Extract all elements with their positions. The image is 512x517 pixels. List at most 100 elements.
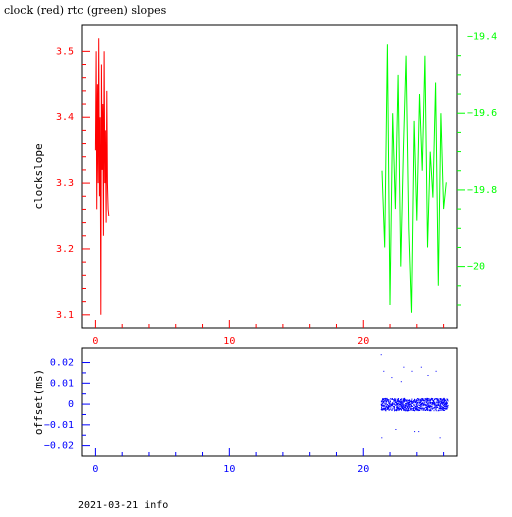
offset-point xyxy=(393,406,395,408)
offset-point xyxy=(396,403,398,405)
offset-point xyxy=(432,400,434,402)
offset-point xyxy=(427,401,429,403)
offset-point xyxy=(413,401,414,403)
offset-point xyxy=(418,403,420,405)
offset-point xyxy=(440,407,442,409)
offset-point xyxy=(389,405,390,407)
offset-point xyxy=(404,408,406,410)
offset-point xyxy=(394,399,396,401)
offset-point xyxy=(398,407,400,409)
offset-point xyxy=(390,406,392,408)
offset-point xyxy=(415,399,417,401)
offset-point xyxy=(399,408,401,410)
offset-point xyxy=(429,398,431,400)
offset-point xyxy=(385,400,387,401)
offset-point xyxy=(416,398,418,399)
offset-point xyxy=(429,402,431,404)
offset-point xyxy=(440,401,442,403)
offset-point xyxy=(441,398,442,400)
offset-point xyxy=(441,402,443,404)
offset-point xyxy=(414,408,416,410)
offset-point xyxy=(401,409,402,411)
offset-point xyxy=(439,400,441,402)
offset-point xyxy=(384,401,386,402)
offset-point xyxy=(397,404,399,405)
offset-point xyxy=(390,408,392,410)
offset-point xyxy=(407,410,409,412)
offset-point xyxy=(406,409,408,411)
rtc-slope-line xyxy=(381,44,447,313)
offset-point xyxy=(383,404,385,406)
offset-point xyxy=(428,410,430,412)
offset-point xyxy=(402,405,404,407)
offset-point xyxy=(446,402,448,404)
offset-point xyxy=(426,397,428,399)
offset-point xyxy=(388,409,390,411)
offset-point xyxy=(413,409,415,411)
offset-point xyxy=(401,406,403,408)
offset-point xyxy=(412,401,414,403)
offset-point xyxy=(406,407,408,409)
offset-point xyxy=(417,409,419,411)
offset-point xyxy=(431,402,433,404)
offset-point xyxy=(431,407,433,409)
offset-point xyxy=(430,402,432,403)
offset-point xyxy=(426,408,428,410)
offset-point xyxy=(434,408,436,410)
offset-point xyxy=(392,408,394,410)
offset-point xyxy=(431,404,433,406)
offset-point xyxy=(439,398,441,400)
offset-point xyxy=(398,406,400,408)
offset-point xyxy=(410,404,412,406)
offset-point xyxy=(419,404,420,406)
top-plot-frame xyxy=(81,24,458,329)
offset-point xyxy=(416,401,417,403)
offset-point xyxy=(394,409,396,411)
offset-point xyxy=(431,397,432,399)
offset-point xyxy=(384,408,386,410)
offset-point xyxy=(383,370,385,372)
bottom-y-tick-label: −0.01 xyxy=(44,420,74,431)
offset-point xyxy=(439,406,441,408)
offset-point xyxy=(396,405,398,407)
offset-point xyxy=(403,399,405,401)
offset-point xyxy=(391,377,393,379)
offset-point xyxy=(413,400,414,402)
offset-point xyxy=(425,403,427,405)
offset-point xyxy=(445,406,447,408)
offset-point xyxy=(401,402,403,404)
offset-point xyxy=(434,398,436,400)
offset-point xyxy=(406,405,408,407)
top-y-tick-label: 3.3 xyxy=(56,178,74,189)
offset-point xyxy=(443,409,445,411)
offset-point xyxy=(415,407,417,409)
offset-point xyxy=(381,404,383,406)
offset-point xyxy=(431,408,433,410)
offset-point xyxy=(426,399,427,401)
offset-point xyxy=(428,406,430,408)
offset-point xyxy=(441,400,443,402)
offset-point xyxy=(421,403,423,405)
offset-point xyxy=(392,398,393,400)
offset-point xyxy=(444,409,446,411)
offset-point xyxy=(427,402,429,404)
offset-point xyxy=(399,401,401,403)
offset-point xyxy=(438,404,440,406)
offset-point xyxy=(424,398,426,400)
offset-point xyxy=(443,402,445,404)
offset-point xyxy=(417,409,419,411)
offset-point xyxy=(417,408,418,410)
offset-point xyxy=(414,398,415,400)
offset-point xyxy=(446,408,448,410)
offset-point xyxy=(430,406,432,408)
offset-point xyxy=(444,399,446,401)
offset-point xyxy=(408,403,410,404)
offset-point xyxy=(433,401,435,403)
offset-point xyxy=(428,398,430,400)
offset-point xyxy=(393,400,395,402)
offset-point xyxy=(381,400,383,402)
offset-point xyxy=(412,405,414,407)
offset-point xyxy=(387,399,389,401)
offset-point xyxy=(402,409,404,411)
offset-point xyxy=(381,408,383,410)
